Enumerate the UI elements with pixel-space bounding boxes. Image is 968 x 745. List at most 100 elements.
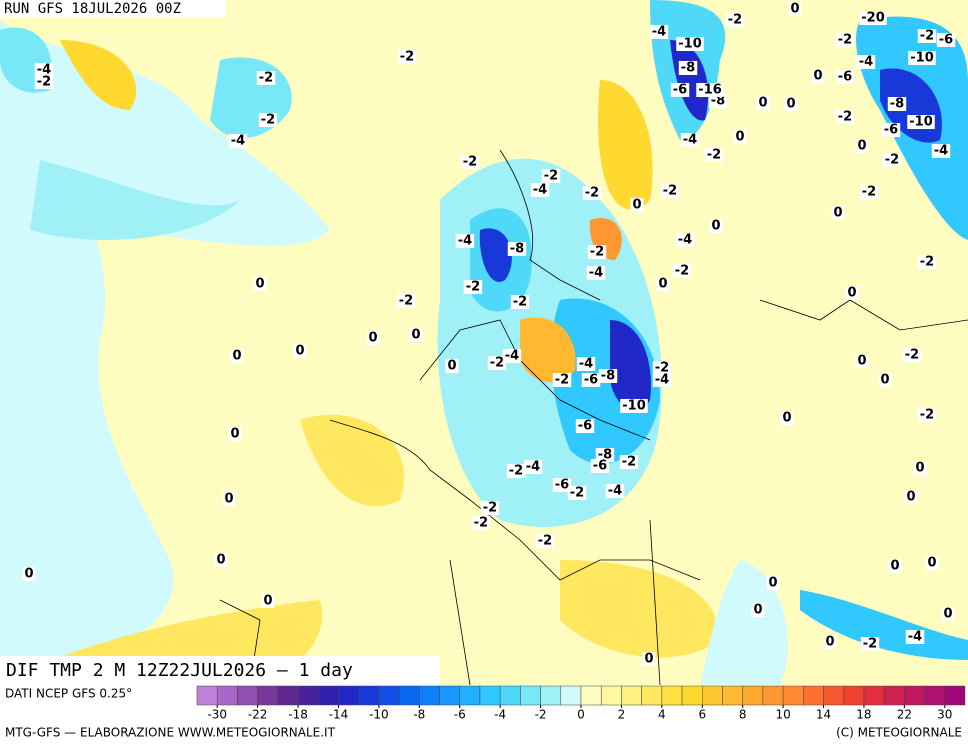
contour-label: -2 [655,361,669,376]
contour-label: -8 [681,61,695,76]
legend-swatch [358,685,380,706]
legend-swatch [196,685,218,706]
label-box [672,264,692,278]
label-box [835,110,855,124]
label-box [258,113,278,127]
label-box [510,295,530,309]
contour-label: 0 [943,607,952,622]
legend-tick-label: -14 [329,708,349,722]
contour-label: -10 [622,399,646,414]
contour-label: 0 [411,328,420,343]
label-box [704,148,724,162]
label-box [845,286,859,300]
contour-label: 0 [847,286,856,301]
label-box [860,637,880,651]
label-box [253,277,267,291]
contour-label: -10 [678,37,702,52]
legend-swatch [762,685,784,706]
contour-label: -6 [555,478,569,493]
legend-swatch [419,685,440,706]
legend-swatch [277,685,299,706]
contour-labels: -2-2-2-4-4-2-2-2-4 -2-4-8 -2-40-2-2-20 00 0-… [22,2,956,667]
contour-label: -8 [711,94,725,109]
contour-label: -6 [939,33,953,48]
map-title: DIF TMP 2 M 12Z22JUL2026 — 1 day [6,660,353,681]
contour-label: -2 [905,348,919,363]
label-box [581,373,601,387]
legend-swatch [378,685,400,706]
legend-swatch [924,685,946,706]
legend-swatch [843,685,865,706]
legend-source: DATI NCEP GFS 0.25° [5,687,132,701]
legend-swatch [782,685,804,706]
legend-swatch [459,685,481,706]
label-box [888,559,902,573]
legend-swatch [702,685,723,706]
label-box [823,635,837,649]
legend-swatch [883,685,905,706]
label-box [733,130,747,144]
legend-tick-label: -30 [207,708,227,722]
contour-label: 0 [758,96,767,111]
contour-label: -8 [510,242,524,257]
legend-tick-label: 4 [658,708,666,722]
legend-swatch [641,685,663,706]
legend-swatch [944,685,966,706]
legend-swatch [580,685,602,706]
label-box [523,460,543,474]
label-box [756,96,770,110]
contour-label: -2 [466,280,480,295]
label-box [222,492,236,506]
contour-label: -4 [683,133,697,148]
contour-label: -2 [862,185,876,200]
label-box [649,25,669,39]
footer-right: (C) METEOGIORNALE [836,726,962,740]
contour-label: -4 [589,266,603,281]
contour-label: 0 [255,277,264,292]
map-field [0,0,968,686]
label-box [725,13,745,27]
label-box [913,461,927,475]
contour-label: -2 [261,113,275,128]
contour-label: -4 [458,234,472,249]
contour-label: -2 [513,295,527,310]
label-box [917,408,937,422]
contour-label: 0 [753,603,762,618]
contour-label: 0 [658,277,667,292]
contour-label: 0 [232,349,241,364]
contour-label: -4 [934,144,948,159]
contour-label: 0 [857,354,866,369]
label-box [293,344,307,358]
label-box [784,97,798,111]
label-box [708,94,728,108]
contour-label: -10 [910,51,934,66]
label-box [590,459,610,473]
contour-label: -4 [655,373,669,388]
contour-label: -4 [608,484,622,499]
legend-swatch [823,685,844,706]
contour-label: -6 [584,373,598,388]
contour-label: 0 [263,594,272,609]
legend-tick-label: 0 [577,708,585,722]
contour-label: 0 [644,652,653,667]
label-box [582,186,602,200]
contour-label: 0 [833,206,842,221]
contour-label: -4 [505,349,519,364]
legend-tick-label: 6 [698,708,706,722]
contour-label: 0 [368,331,377,346]
legend-swatch [439,685,460,706]
contour-label: -2 [920,255,934,270]
label-box [709,219,723,233]
label-box [214,553,228,567]
label-box [670,83,690,97]
label-box [541,169,561,183]
legend-swatch [499,685,521,706]
label-box [261,594,275,608]
contour-label: 0 [880,373,889,388]
legend-swatch [722,685,743,706]
color-legend: -30 -22 -18 -14 -10 -8 -6 -4 -2 0 2 4 6 8 10 14 18 22 30 [196,685,966,722]
label-box [552,478,572,492]
contour-label: -2 [622,455,636,470]
legend-tick-label: -2 [535,708,547,722]
